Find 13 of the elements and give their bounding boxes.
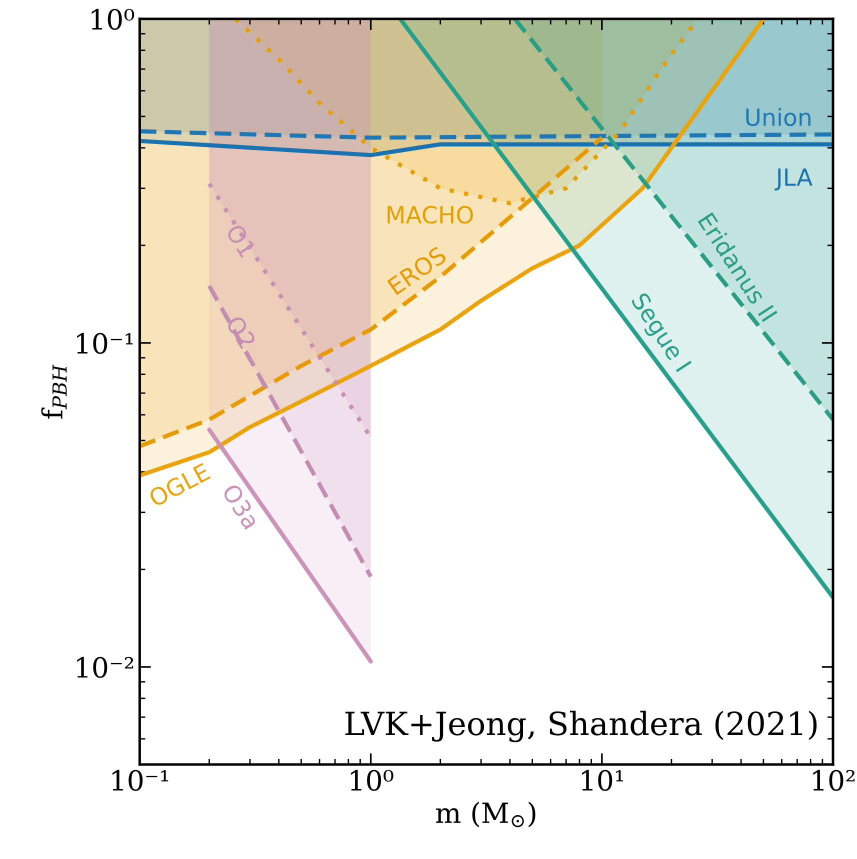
x-tick-label: 10² bbox=[813, 770, 854, 791]
annotation: LVK+Jeong, Shandera (2021) bbox=[345, 710, 817, 742]
x-tick-label: 10¹ bbox=[582, 770, 623, 791]
x-tick-label: 10⁻¹ bbox=[112, 770, 168, 791]
series-label: Union bbox=[746, 108, 810, 126]
series-label: MACHO bbox=[388, 206, 473, 224]
y-tick-label: 10⁻¹ bbox=[77, 332, 133, 354]
y-tick-label: 10⁻² bbox=[77, 656, 134, 678]
x-axis-title: m (M$_{⊙}$) bbox=[436, 802, 536, 828]
y-axis-title: f$_{PBH}$ bbox=[41, 364, 67, 419]
y-tick-label: 10⁰ bbox=[92, 8, 134, 30]
x-tick-label: 10⁰ bbox=[350, 770, 394, 791]
series-label: JLA bbox=[774, 168, 812, 190]
